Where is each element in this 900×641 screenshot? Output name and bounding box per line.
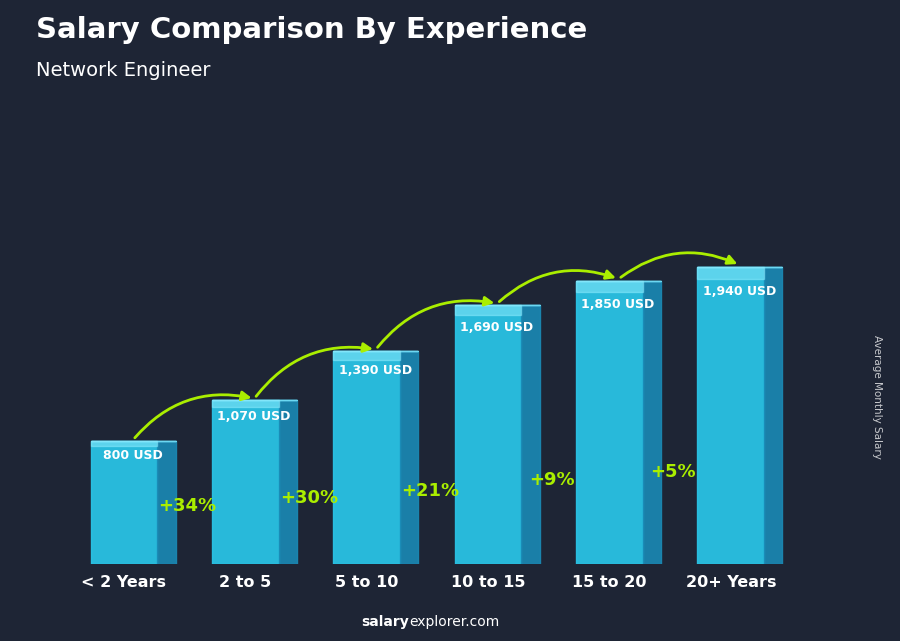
- Polygon shape: [576, 281, 643, 564]
- Text: 1,390 USD: 1,390 USD: [338, 364, 412, 377]
- Polygon shape: [333, 351, 400, 360]
- Polygon shape: [764, 267, 782, 564]
- Polygon shape: [454, 305, 521, 315]
- Text: +21%: +21%: [401, 481, 460, 500]
- Polygon shape: [333, 351, 400, 564]
- Text: 1,940 USD: 1,940 USD: [703, 285, 776, 297]
- Text: +30%: +30%: [280, 489, 338, 508]
- Polygon shape: [400, 351, 418, 564]
- Polygon shape: [212, 400, 279, 564]
- Polygon shape: [576, 281, 643, 292]
- Text: 800 USD: 800 USD: [103, 449, 162, 462]
- Polygon shape: [158, 442, 176, 564]
- Polygon shape: [212, 400, 279, 406]
- Polygon shape: [698, 267, 764, 279]
- Text: Average Monthly Salary: Average Monthly Salary: [872, 335, 883, 460]
- Polygon shape: [643, 281, 662, 564]
- Text: +9%: +9%: [529, 471, 574, 489]
- Text: 1,850 USD: 1,850 USD: [581, 297, 654, 310]
- Text: +34%: +34%: [158, 497, 217, 515]
- Polygon shape: [698, 267, 764, 564]
- Text: 1,070 USD: 1,070 USD: [217, 410, 291, 423]
- Text: explorer.com: explorer.com: [410, 615, 500, 629]
- Text: +5%: +5%: [651, 463, 696, 481]
- Polygon shape: [521, 305, 540, 564]
- Polygon shape: [279, 400, 297, 564]
- Text: salary: salary: [362, 615, 410, 629]
- Text: Network Engineer: Network Engineer: [36, 61, 211, 80]
- Text: 1,690 USD: 1,690 USD: [460, 320, 533, 333]
- Text: Salary Comparison By Experience: Salary Comparison By Experience: [36, 16, 587, 44]
- Polygon shape: [454, 305, 521, 564]
- Polygon shape: [91, 442, 158, 446]
- Polygon shape: [91, 442, 158, 564]
